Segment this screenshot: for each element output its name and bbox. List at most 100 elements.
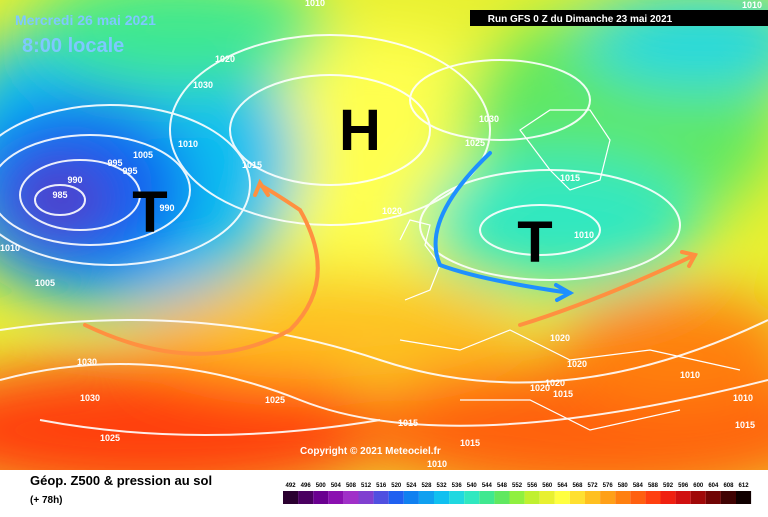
scale-label: 544 bbox=[482, 483, 493, 489]
scale-swatch bbox=[524, 491, 540, 504]
scale-label: 584 bbox=[633, 483, 644, 489]
scale-swatch bbox=[283, 491, 299, 504]
isobar-label: 1015 bbox=[735, 420, 755, 430]
isobar-label: 1030 bbox=[479, 114, 499, 124]
isobar-label: 1020 bbox=[530, 383, 550, 393]
scale-label: 564 bbox=[557, 483, 568, 489]
low-center: T bbox=[517, 210, 552, 275]
scale-swatch bbox=[660, 491, 676, 504]
isobar-label: 1020 bbox=[382, 206, 402, 216]
scale-swatch bbox=[630, 491, 646, 504]
scale-label: 612 bbox=[739, 483, 750, 489]
scale-swatch bbox=[434, 491, 450, 504]
isobar-label: 995 bbox=[107, 158, 122, 168]
isobar-label: 1020 bbox=[567, 359, 587, 369]
scale-swatch bbox=[403, 491, 419, 504]
scale-swatch bbox=[736, 491, 752, 504]
scale-swatch bbox=[569, 491, 585, 504]
scale-label: 608 bbox=[723, 483, 734, 489]
footer-title: Géop. Z500 & pression au sol bbox=[30, 473, 212, 488]
isobar-label: 1015 bbox=[242, 160, 262, 170]
scale-swatch bbox=[328, 491, 344, 504]
isobar-label: 1015 bbox=[553, 389, 573, 399]
scale-swatch bbox=[600, 491, 616, 504]
scale-swatch bbox=[720, 491, 736, 504]
scale-swatch bbox=[373, 491, 389, 504]
scale-label: 600 bbox=[693, 483, 704, 489]
scale-label: 520 bbox=[391, 483, 402, 489]
scale-label: 552 bbox=[512, 483, 523, 489]
isobar-label: 1025 bbox=[265, 395, 285, 405]
isobar-label: 1025 bbox=[100, 433, 120, 443]
scale-label: 592 bbox=[663, 483, 674, 489]
scale-swatch bbox=[343, 491, 359, 504]
isobar-label: 1010 bbox=[733, 393, 753, 403]
isobar-label: 1030 bbox=[80, 393, 100, 403]
scale-label: 532 bbox=[437, 483, 448, 489]
field bbox=[0, 0, 768, 470]
scale-swatch bbox=[690, 491, 706, 504]
scale-label: 588 bbox=[648, 483, 659, 489]
scale-swatch bbox=[539, 491, 555, 504]
isobar-label: 995 bbox=[122, 166, 137, 176]
scale-swatch bbox=[479, 491, 495, 504]
isobar-label: 1020 bbox=[215, 54, 235, 64]
scale-label: 528 bbox=[421, 483, 432, 489]
high-center: H bbox=[339, 98, 381, 163]
scale-label: 560 bbox=[542, 483, 553, 489]
scale-label: 572 bbox=[588, 483, 599, 489]
isobar-label: 1030 bbox=[77, 357, 97, 367]
scale-label: 512 bbox=[361, 483, 372, 489]
scale-label: 524 bbox=[406, 483, 417, 489]
isobar-label: 1015 bbox=[398, 418, 418, 428]
isobar-label: 1010 bbox=[427, 459, 447, 469]
scale-swatch bbox=[298, 491, 314, 504]
scale-swatch bbox=[645, 491, 661, 504]
scale-swatch bbox=[449, 491, 465, 504]
scale-label: 548 bbox=[497, 483, 508, 489]
scale-label: 568 bbox=[572, 483, 583, 489]
isobar-label: 990 bbox=[67, 175, 82, 185]
scale-label: 504 bbox=[331, 483, 342, 489]
scale-swatch bbox=[675, 491, 691, 504]
isobar-label: 1005 bbox=[35, 278, 55, 288]
scale-swatch bbox=[615, 491, 631, 504]
scale-label: 496 bbox=[301, 483, 312, 489]
date: Mercredi 26 mai 2021 bbox=[15, 12, 156, 28]
isobar-label: 1025 bbox=[465, 138, 485, 148]
scale-swatch bbox=[464, 491, 480, 504]
isobar-label: 1020 bbox=[545, 378, 565, 388]
copyright: Copyright © 2021 Meteociel.fr bbox=[300, 446, 441, 457]
scale-swatch bbox=[509, 491, 525, 504]
scale-label: 556 bbox=[527, 483, 538, 489]
isobar-label: 1015 bbox=[460, 438, 480, 448]
isobar-label: 1010 bbox=[574, 230, 594, 240]
isobar-label: 1010 bbox=[0, 243, 20, 253]
isobar-label: 1020 bbox=[550, 333, 570, 343]
scale-label: 536 bbox=[452, 483, 463, 489]
scale-swatch bbox=[418, 491, 434, 504]
scale-label: 576 bbox=[603, 483, 614, 489]
run-banner bbox=[470, 10, 768, 26]
scale-label: 596 bbox=[678, 483, 689, 489]
scale-swatch bbox=[705, 491, 721, 504]
scale-label: 508 bbox=[346, 483, 357, 489]
scale-label: 540 bbox=[467, 483, 478, 489]
isobar-label: 990 bbox=[159, 203, 174, 213]
scale-label: 492 bbox=[286, 483, 297, 489]
isobar-label: 985 bbox=[52, 190, 67, 200]
isobar-label: 1010 bbox=[178, 139, 198, 149]
isobar-label: 1010 bbox=[680, 370, 700, 380]
run-info: Run GFS 0 Z du Dimanche 23 mai 2021 bbox=[488, 14, 673, 25]
isobar-label: 1010 bbox=[305, 0, 325, 8]
scale-swatch bbox=[494, 491, 510, 504]
scale-label: 516 bbox=[376, 483, 387, 489]
isobar-label: 1015 bbox=[560, 173, 580, 183]
isobar-label: 1005 bbox=[133, 150, 153, 160]
scale-label: 604 bbox=[708, 483, 719, 489]
scale-swatch bbox=[313, 491, 329, 504]
time: 8:00 locale bbox=[22, 35, 124, 57]
scale-swatch bbox=[388, 491, 404, 504]
